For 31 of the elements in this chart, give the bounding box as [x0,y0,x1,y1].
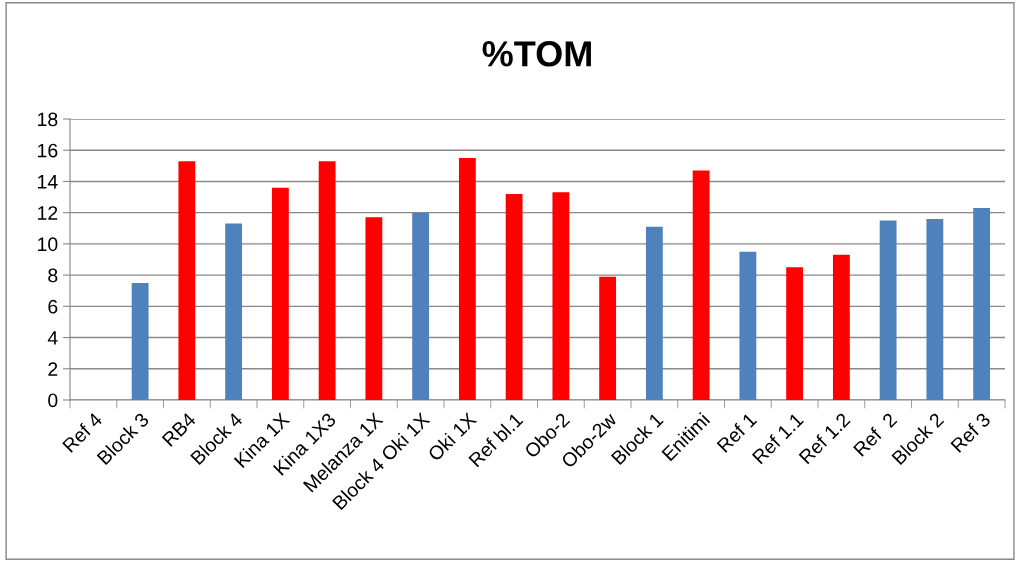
bar [973,207,991,400]
y-tick-label: 18 [38,112,58,127]
y-tick-label: 6 [48,299,58,314]
x-tick-label: Ref 3 [949,411,992,453]
bar [458,158,476,400]
bar [692,170,710,400]
y-tick-label: 16 [38,143,58,158]
bar [926,218,944,400]
bar [505,193,523,400]
bar [645,226,663,400]
y-tick-label: 12 [38,206,58,220]
y-tick-label: 14 [38,175,58,189]
bar [131,282,149,400]
bar [599,276,617,400]
y-tick-label: 4 [47,331,58,345]
bar [178,161,196,400]
bar [879,220,897,400]
chart-title: %TOM [482,41,591,67]
y-tick-label: 0 [48,393,58,408]
bar [739,251,757,400]
y-tick-label: 2 [48,362,58,376]
y-tick-label: 8 [48,268,58,283]
bar [271,187,289,400]
bar [552,192,570,400]
bar [365,217,383,400]
bar [318,161,336,400]
bar [225,223,243,400]
bar [412,212,430,400]
bar [786,267,804,400]
bar [832,254,850,400]
y-tick-label: 10 [38,237,58,252]
